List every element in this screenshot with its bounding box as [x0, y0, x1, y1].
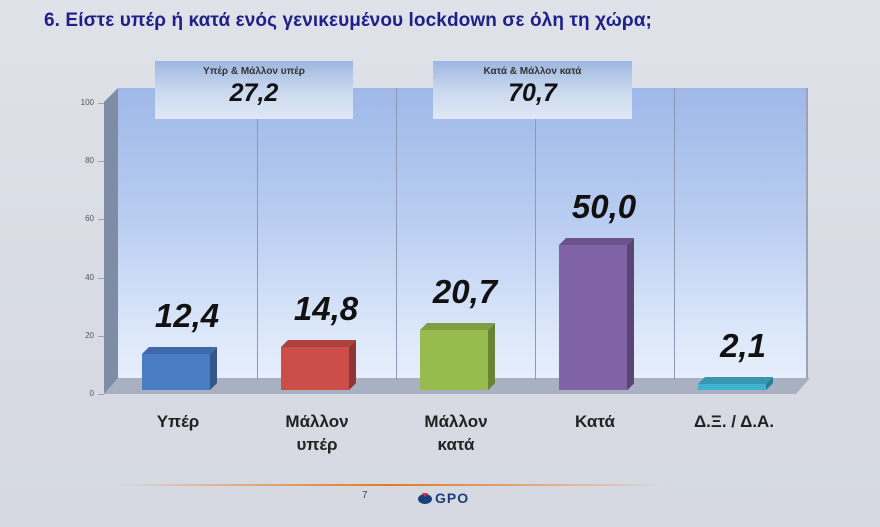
y-tick-mark: [98, 161, 104, 163]
bar-value-label: 2,1: [720, 326, 766, 364]
gridline: [535, 88, 536, 380]
category-label: Κατά: [575, 412, 615, 431]
gridline: [396, 88, 397, 380]
y-tick-mark: [98, 394, 104, 395]
gpo-logo: GPO: [418, 490, 469, 506]
y-tick-mark: [98, 103, 104, 104]
y-tick-mark: [98, 219, 104, 221]
summary-value: 27,2: [229, 79, 279, 107]
summary-box-against: Κατά & Μάλλον κατά 70,7: [433, 61, 632, 119]
y-tick-mark: [98, 335, 104, 337]
gridline: [674, 88, 675, 380]
bar-2: [420, 322, 495, 390]
chart-side-wall: [104, 88, 118, 394]
category-label: Υπέρ: [156, 412, 200, 431]
y-tick-label: 60: [85, 214, 94, 224]
bar-value-label: 20,7: [432, 272, 498, 310]
gridline: [257, 88, 258, 380]
bar-3: [559, 237, 634, 390]
bar-0: [142, 346, 217, 390]
bar-value-label: 50,0: [571, 187, 637, 225]
slide-title: 6. Είστε υπέρ ή κατά ενός γενικευμένου l…: [44, 10, 652, 31]
y-tick-label: 40: [85, 272, 94, 282]
bar-1: [281, 339, 356, 390]
category-label: Μάλλον υπέρ: [285, 412, 349, 454]
bar-4: [698, 376, 773, 390]
logo-heart-icon: [418, 493, 432, 504]
bar-value-label: 12,4: [154, 296, 220, 334]
summary-box-for: Υπέρ & Μάλλον υπέρ 27,2: [155, 61, 353, 119]
y-tick-label: 80: [85, 156, 94, 166]
y-tick-label: 100: [80, 98, 94, 107]
summary-label: Κατά & Μάλλον κατά: [483, 66, 582, 77]
logo-text: GPO: [435, 490, 470, 506]
category-label: Δ.Ξ. / Δ.Α.: [693, 412, 775, 431]
bar-value-label: 14,8: [293, 289, 359, 327]
page-number: 7: [362, 490, 368, 501]
y-tick-label: 20: [85, 330, 94, 340]
category-label: Μάλλον κατά: [424, 412, 488, 454]
footer-divider: [110, 484, 670, 486]
y-tick-label: 0: [89, 389, 94, 398]
summary-value: 70,7: [508, 79, 557, 107]
y-tick-mark: [98, 277, 104, 279]
summary-label: Υπέρ & Μάλλον υπέρ: [203, 66, 305, 77]
